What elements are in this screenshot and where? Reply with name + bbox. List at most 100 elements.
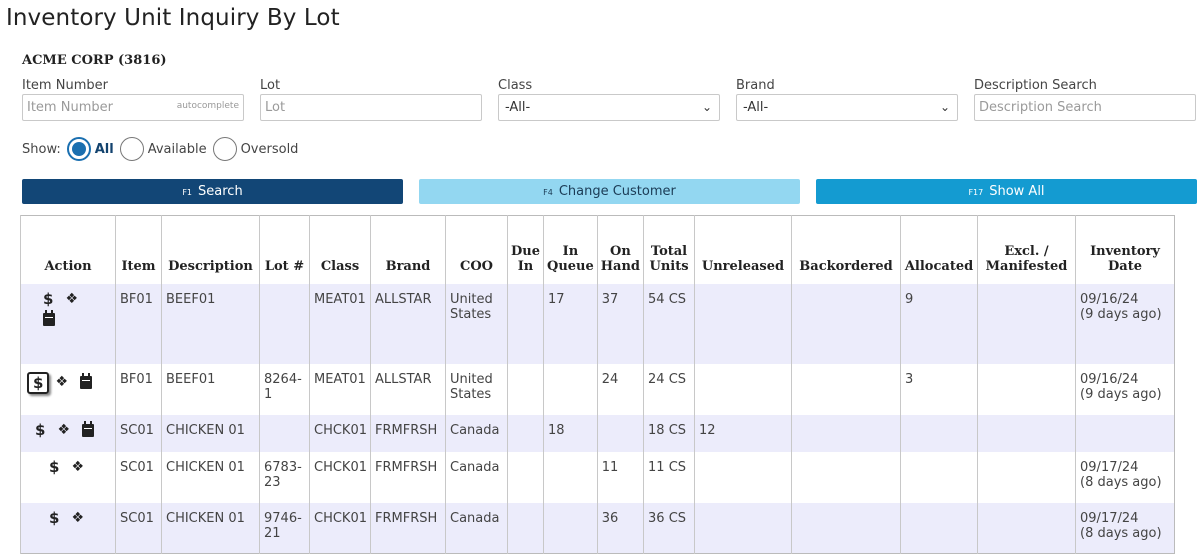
boxes-icon[interactable]: ❖ [57, 421, 70, 438]
radio-all[interactable] [66, 137, 91, 161]
col-excl-manifested[interactable]: Excl. / Manifested [977, 215, 1076, 284]
inventory-age: (9 days ago) [1080, 306, 1162, 322]
cell-class: CHCK01 [309, 414, 371, 452]
action-cell: $ ❖ [20, 414, 116, 452]
cell-due-in [507, 363, 544, 415]
cell-backordered [791, 451, 901, 503]
inventory-date: 09/17/24 [1080, 459, 1139, 475]
col-allocated[interactable]: Allocated [900, 215, 978, 284]
calendar-icon[interactable] [82, 420, 94, 437]
cell-inventory-date: 09/17/24 (8 days ago) [1075, 451, 1175, 503]
cell-brand: ALLSTAR [370, 363, 446, 415]
col-inventory-date[interactable]: Inventory Date [1075, 215, 1175, 284]
brand-select[interactable]: -All- ⌄ [736, 94, 958, 121]
cell-unreleased [694, 451, 792, 503]
dollar-icon[interactable]: $ [49, 457, 60, 476]
calendar-icon[interactable] [80, 373, 92, 389]
class-select[interactable]: -All- ⌄ [498, 94, 720, 121]
action-cell: $ ❖ [20, 283, 116, 364]
cell-due-in [507, 414, 544, 452]
col-coo[interactable]: COO [445, 215, 508, 284]
search-button[interactable]: F1 Search [22, 179, 403, 204]
cell-unreleased [694, 363, 792, 415]
show-all-shortcut: F17 [968, 188, 984, 197]
page-title: Inventory Unit Inquiry By Lot [6, 5, 340, 31]
dollar-icon[interactable]: $ [27, 371, 50, 394]
description-field: Description Search Description Search [974, 78, 1196, 121]
cell-on-hand: 11 [596, 451, 644, 503]
boxes-icon[interactable]: ❖ [71, 509, 84, 526]
class-field: Class -All- ⌄ [498, 78, 720, 121]
radio-all-label[interactable]: All [94, 141, 114, 157]
cell-on-hand: 24 [596, 363, 644, 415]
lot-placeholder: Lot [265, 100, 286, 115]
show-all-label: Show All [989, 184, 1045, 199]
item-number-field: Item Number Item Number autocomplete [22, 78, 244, 121]
dollar-icon[interactable]: $ [35, 420, 46, 439]
cell-item: SC01 [115, 451, 162, 503]
item-number-input[interactable]: Item Number autocomplete [22, 94, 244, 121]
chevron-down-icon: ⌄ [939, 100, 950, 114]
inventory-date: 09/16/24 [1080, 291, 1139, 307]
table-row: $ ❖ SC01 CHICKEN 01 6783-23 CHCK01 FRMFR… [20, 451, 1175, 503]
col-backordered[interactable]: Backordered [791, 215, 901, 284]
cell-coo: Canada [445, 502, 508, 554]
col-class[interactable]: Class [309, 215, 371, 284]
cell-lot: 9746-21 [259, 502, 310, 554]
col-brand[interactable]: Brand [370, 215, 446, 284]
radio-available[interactable] [119, 137, 144, 161]
change-customer-button[interactable]: F4 Change Customer [419, 179, 800, 204]
col-description[interactable]: Description [161, 215, 260, 284]
cell-lot: 8264-1 [259, 363, 310, 415]
cell-description: CHICKEN 01 [161, 502, 260, 554]
cell-coo: United States [445, 283, 508, 364]
customer-name: ACME CORP (3816) [22, 53, 167, 68]
col-unreleased[interactable]: Unreleased [694, 215, 792, 284]
dollar-icon[interactable]: $ [49, 508, 60, 527]
inventory-age: (8 days ago) [1080, 525, 1162, 541]
col-due-in[interactable]: Due In [507, 215, 544, 284]
cell-due-in [507, 451, 544, 503]
cell-inventory-date: 09/16/24 (9 days ago) [1075, 283, 1175, 364]
cell-backordered [791, 283, 901, 364]
cell-coo: Canada [445, 451, 508, 503]
col-item[interactable]: Item [115, 215, 162, 284]
cell-description: BEEF01 [161, 363, 260, 415]
dollar-icon[interactable]: $ [43, 289, 54, 308]
cell-allocated: 9 [900, 283, 978, 364]
col-total-units[interactable]: Total Units [643, 215, 695, 284]
item-number-placeholder: Item Number [27, 100, 113, 115]
boxes-icon[interactable]: ❖ [55, 374, 68, 390]
cell-lot: 6783-23 [259, 451, 310, 503]
show-all-button[interactable]: F17 Show All [816, 179, 1197, 204]
cell-inventory-date [1075, 414, 1175, 452]
action-cell: $ ❖ [20, 451, 116, 503]
radio-oversold[interactable] [212, 137, 237, 161]
col-lot[interactable]: Lot # [259, 215, 310, 284]
cell-brand: FRMFRSH [370, 502, 446, 554]
cell-inventory-date: 09/16/24 (9 days ago) [1075, 363, 1175, 415]
cell-unreleased [694, 283, 792, 364]
lot-input[interactable]: Lot [260, 94, 482, 121]
cell-in-queue: 18 [543, 414, 598, 452]
calendar-icon[interactable] [43, 309, 55, 326]
brand-label: Brand [736, 78, 775, 93]
brand-select-value: -All- [743, 100, 769, 115]
cell-total-units: 36 CS [643, 502, 695, 554]
class-select-value: -All- [505, 100, 531, 115]
cell-brand: FRMFRSH [370, 414, 446, 452]
lot-label: Lot [260, 78, 281, 93]
description-input[interactable]: Description Search [974, 94, 1196, 121]
col-in-queue[interactable]: In Queue [543, 215, 598, 284]
cell-due-in [507, 283, 544, 364]
radio-oversold-label[interactable]: Oversold [240, 141, 299, 157]
boxes-icon[interactable]: ❖ [71, 458, 84, 475]
cell-in-queue: 17 [543, 283, 598, 364]
col-on-hand[interactable]: On Hand [596, 215, 644, 284]
cell-allocated [900, 414, 978, 452]
cell-in-queue [543, 502, 598, 554]
cell-on-hand: 37 [596, 283, 644, 364]
radio-available-label[interactable]: Available [147, 141, 207, 157]
boxes-icon[interactable]: ❖ [65, 290, 78, 307]
cell-coo: Canada [445, 414, 508, 452]
